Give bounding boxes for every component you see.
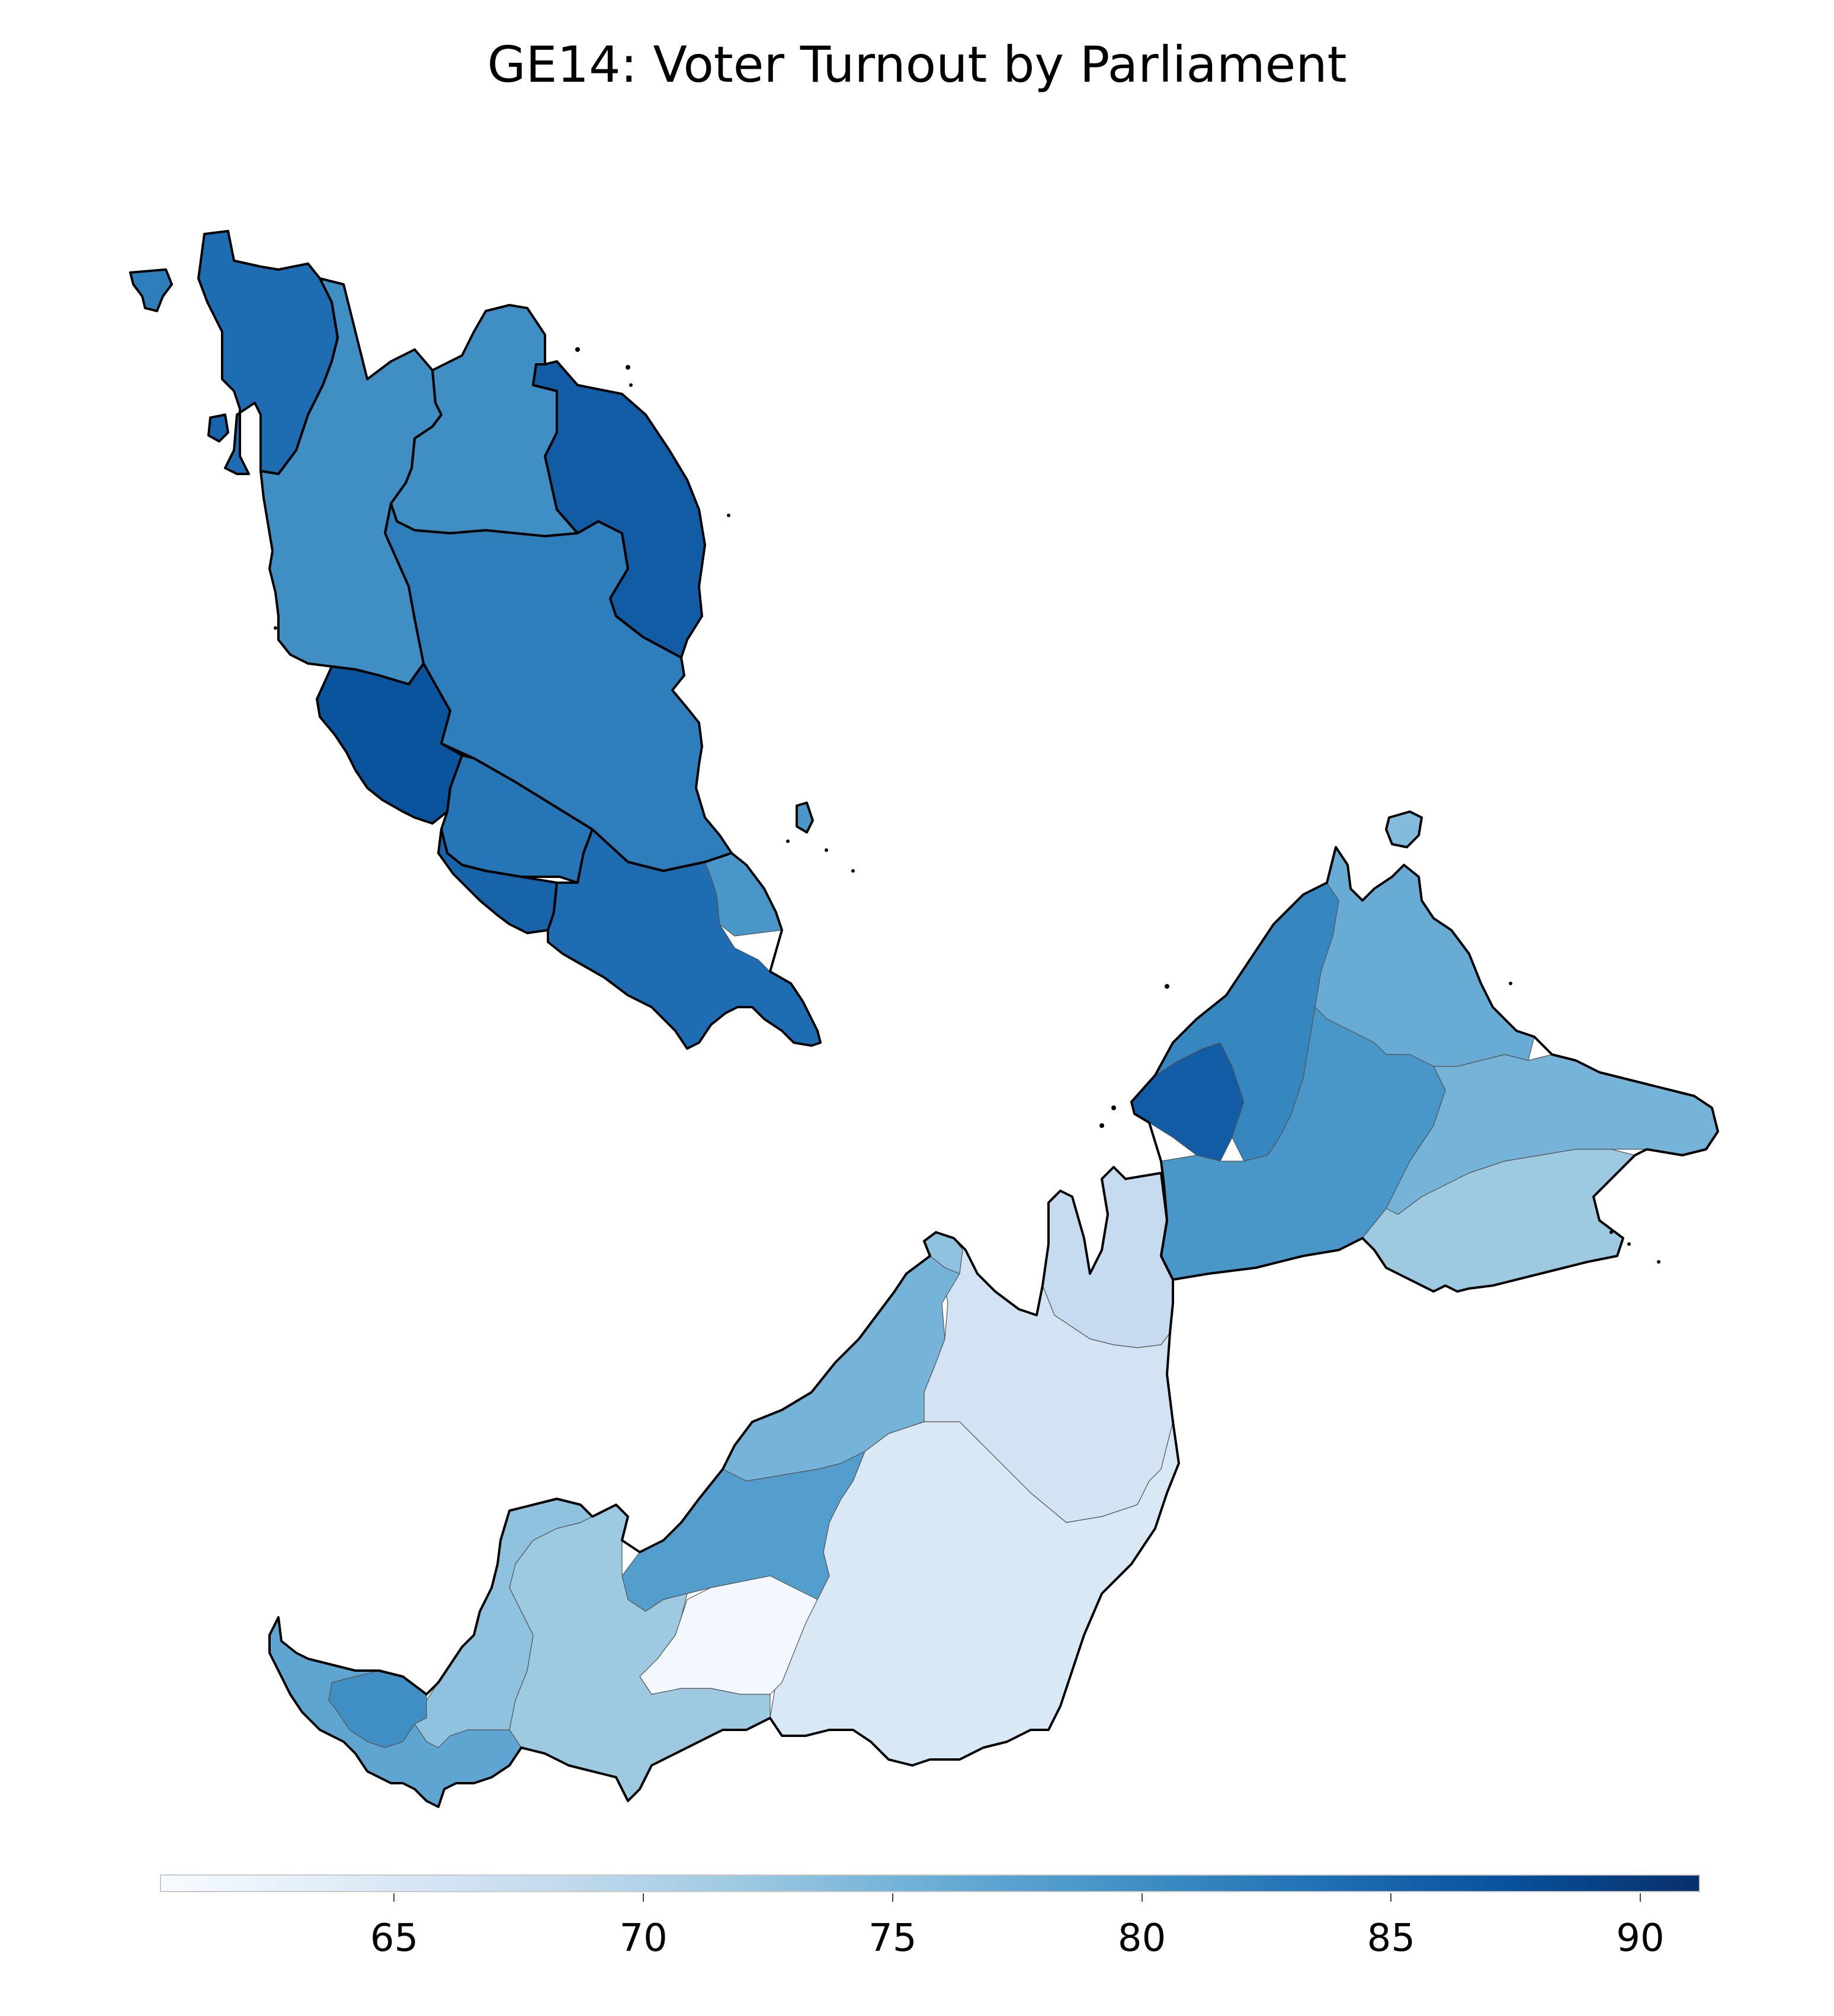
colorbar-tick (393, 1893, 395, 1902)
colorbar-tick (1640, 1893, 1641, 1902)
colorbar-tick (1390, 1893, 1392, 1902)
colorbar-tick (643, 1893, 645, 1902)
region-sabah-kk (1131, 1042, 1245, 1162)
colorbar-tick-label: 75 (868, 1916, 917, 1960)
colorbar-tick-label: 80 (1117, 1916, 1166, 1960)
colorbar-tick-label: 85 (1367, 1916, 1416, 1960)
colorbar-tick-label: 65 (370, 1916, 419, 1960)
chart-title: GE14: Voter Turnout by Parliament (487, 36, 1347, 94)
colorbar-tick (892, 1893, 893, 1902)
colorbar-tick-label: 90 (1616, 1916, 1665, 1960)
colorbar-tick-label: 70 (619, 1916, 668, 1960)
colorbar (160, 1874, 1700, 1892)
colorbar-tick (1141, 1893, 1143, 1902)
